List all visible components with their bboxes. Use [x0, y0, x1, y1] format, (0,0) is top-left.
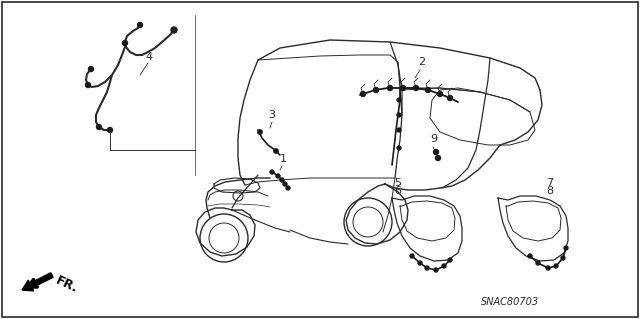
Circle shape	[434, 268, 438, 272]
Circle shape	[564, 246, 568, 250]
Circle shape	[438, 92, 442, 97]
Circle shape	[86, 83, 90, 87]
Circle shape	[413, 85, 419, 91]
Circle shape	[280, 178, 284, 182]
Text: 3: 3	[268, 110, 275, 120]
Circle shape	[270, 170, 274, 174]
Circle shape	[561, 256, 565, 260]
Circle shape	[138, 23, 143, 27]
Circle shape	[442, 264, 446, 268]
Circle shape	[360, 92, 365, 97]
Circle shape	[536, 261, 540, 265]
Text: 4: 4	[145, 52, 152, 62]
Circle shape	[97, 124, 102, 130]
Circle shape	[88, 66, 93, 71]
FancyArrow shape	[22, 273, 53, 291]
Text: 1: 1	[280, 154, 287, 164]
Circle shape	[397, 98, 401, 102]
Circle shape	[387, 85, 392, 91]
Circle shape	[283, 182, 287, 186]
Text: 8: 8	[546, 186, 553, 196]
Circle shape	[397, 113, 401, 117]
Circle shape	[554, 264, 558, 268]
Circle shape	[546, 266, 550, 270]
Circle shape	[447, 95, 452, 100]
Circle shape	[448, 258, 452, 262]
Circle shape	[397, 128, 401, 132]
Circle shape	[425, 266, 429, 270]
Text: 5: 5	[394, 178, 401, 188]
Circle shape	[410, 254, 414, 258]
Text: 6: 6	[394, 186, 401, 196]
Circle shape	[171, 27, 177, 33]
Circle shape	[433, 150, 438, 154]
Text: 7: 7	[546, 178, 553, 188]
Circle shape	[122, 41, 127, 46]
Text: FR.: FR.	[54, 274, 81, 296]
Circle shape	[435, 155, 440, 160]
Circle shape	[258, 130, 262, 134]
Circle shape	[397, 146, 401, 150]
Circle shape	[401, 85, 406, 91]
Circle shape	[374, 87, 378, 93]
Text: 9: 9	[430, 134, 437, 144]
Circle shape	[426, 87, 431, 93]
Text: 2: 2	[418, 57, 425, 67]
Circle shape	[418, 261, 422, 265]
Circle shape	[286, 186, 290, 190]
Circle shape	[528, 254, 532, 258]
Circle shape	[108, 128, 113, 132]
Circle shape	[276, 174, 280, 178]
Circle shape	[274, 149, 278, 153]
Text: SNAC80703: SNAC80703	[481, 297, 539, 307]
